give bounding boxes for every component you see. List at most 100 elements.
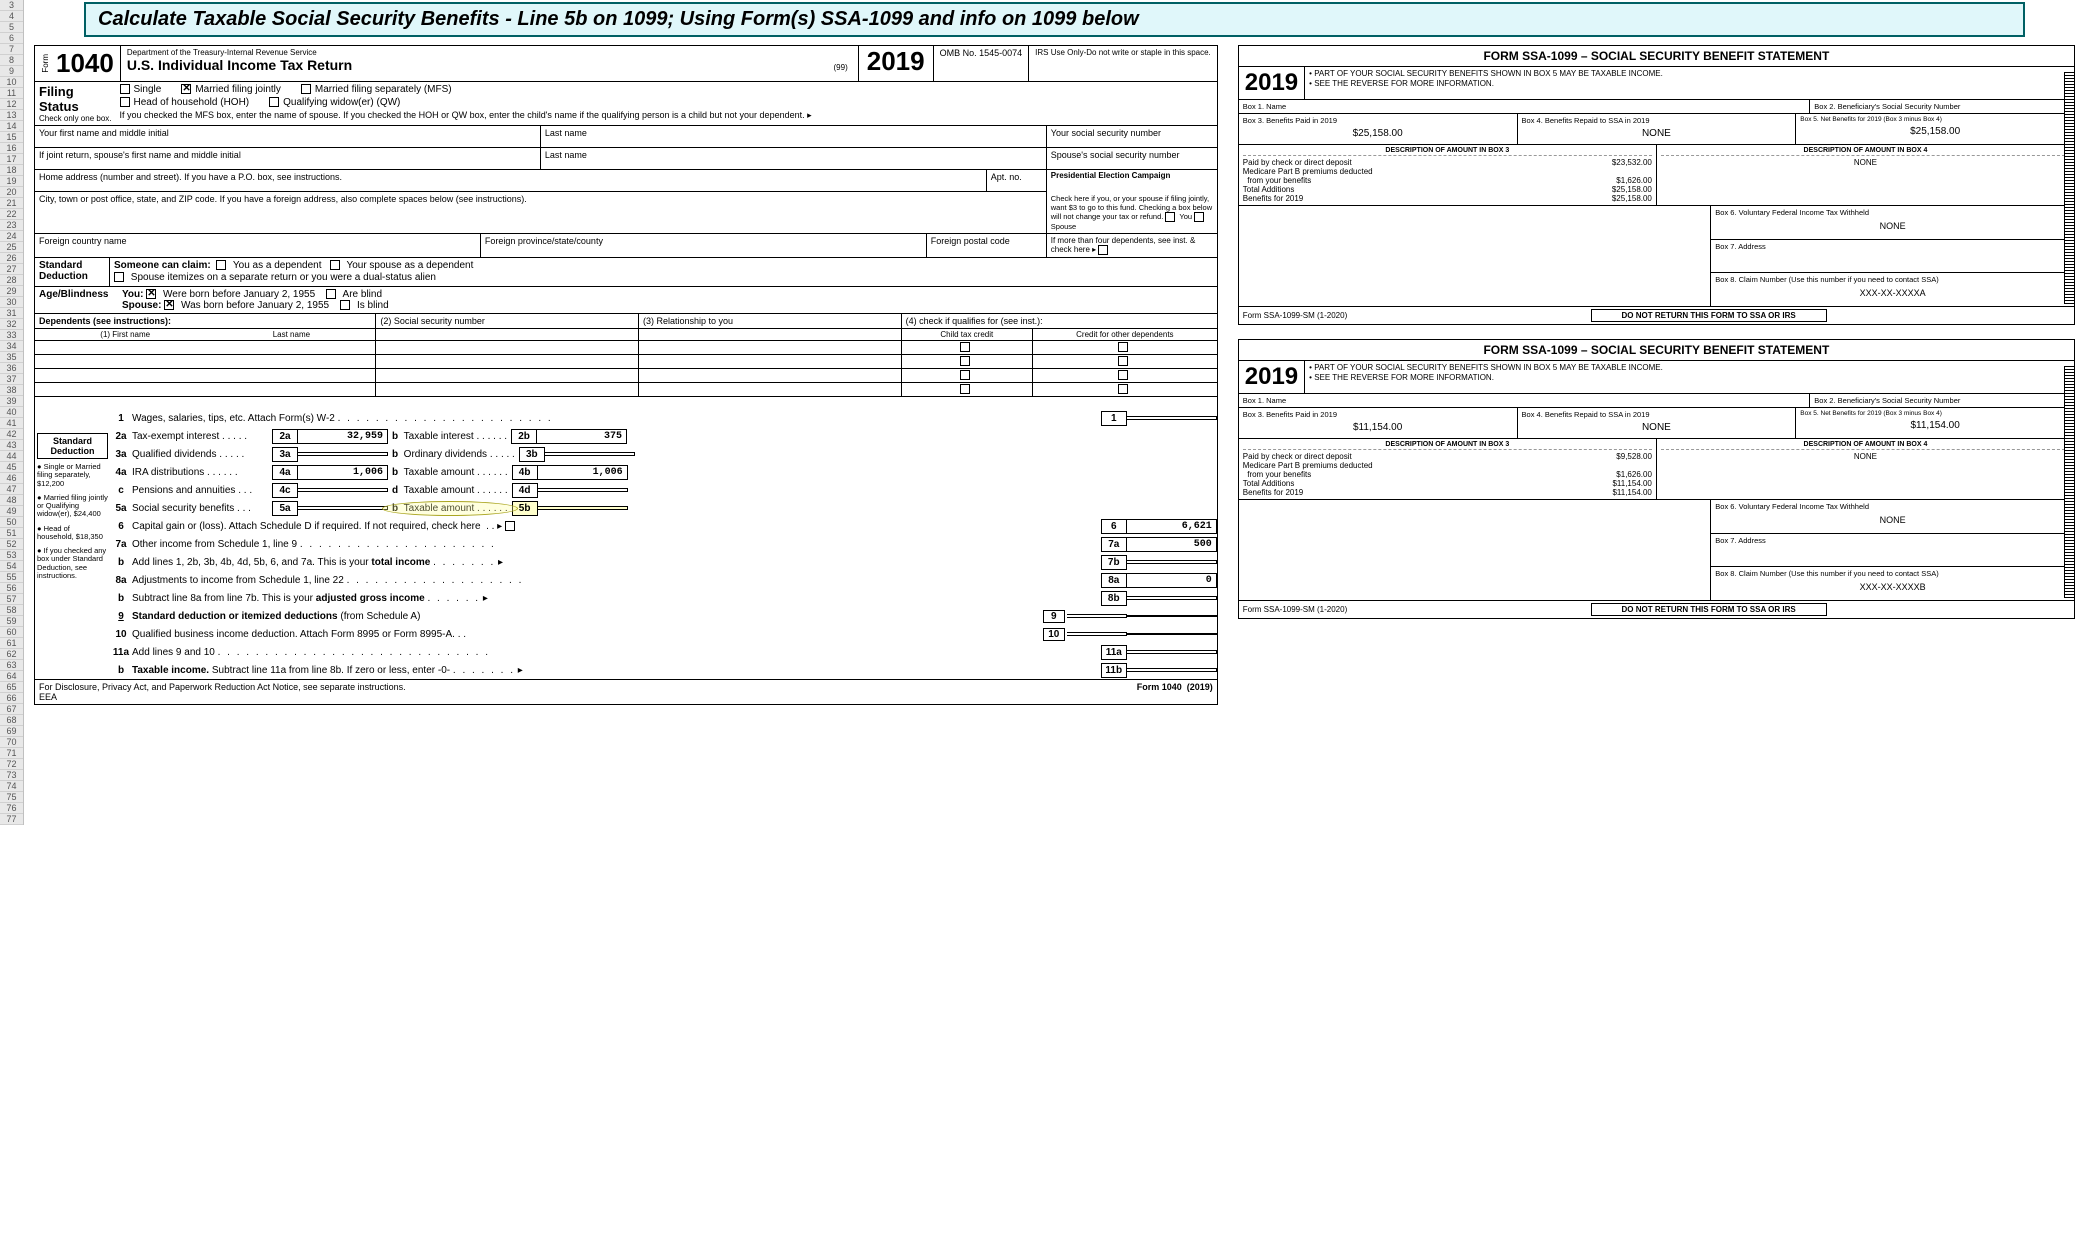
age-blind-label: Age/Blindness (39, 289, 114, 311)
line-7a-val[interactable]: 500 (1127, 537, 1217, 552)
filing-label-1: Filing (39, 84, 94, 99)
ssa2-box4-val: NONE (1522, 419, 1792, 436)
chk-pres-spouse[interactable] (1194, 212, 1204, 222)
chk-you-blind[interactable] (326, 289, 336, 299)
line-4a-val[interactable]: 1,006 (298, 465, 388, 480)
dep-row-1[interactable] (35, 341, 1217, 355)
presidential-campaign: Presidential Election Campaign (1047, 170, 1217, 192)
pres-body: Check here if you, or your spouse if fil… (1047, 192, 1217, 234)
dep-header: Dependents (see instructions): (35, 314, 376, 328)
omb-number: OMB No. 1545-0074 (934, 46, 1030, 81)
your-first-name[interactable]: Your first name and middle initial (35, 126, 541, 148)
chk-mfj[interactable] (181, 84, 191, 94)
filing-note: If you checked the MFS box, enter the na… (120, 110, 1213, 121)
page-title: Calculate Taxable Social Security Benefi… (98, 8, 2011, 31)
tax-year: 2019 (859, 46, 934, 81)
irs-use-only: IRS Use Only-Do not write or staple in t… (1029, 46, 1217, 81)
ssa2-box5-val: $11,154.00 (1800, 417, 2070, 434)
line-5b-val[interactable] (538, 506, 628, 510)
ssa1-year: 2019 (1239, 67, 1305, 99)
line-4d-val[interactable] (538, 488, 628, 492)
dept-text: Department of the Treasury-Internal Reve… (127, 48, 852, 57)
barcode (2064, 72, 2074, 304)
chk-mfs[interactable] (301, 84, 311, 94)
std-ded-sidebar: Standard Deduction Single or Married fil… (35, 409, 110, 679)
line-3a-val[interactable] (298, 452, 388, 456)
apt-no[interactable]: Apt. no. (987, 170, 1047, 192)
chk-sp-blind[interactable] (340, 300, 350, 310)
ssa2-box6-val: NONE (1715, 511, 2070, 525)
chk-you-dep[interactable] (216, 260, 226, 270)
dep-row-2[interactable] (35, 355, 1217, 369)
your-last-name[interactable]: Last name (541, 126, 1047, 148)
line-9-val[interactable] (1067, 614, 1127, 618)
form-1040: Form 1040 Department of the Treasury-Int… (34, 45, 1218, 705)
chk-single[interactable] (120, 84, 130, 94)
line-8a-val[interactable]: 0 (1127, 573, 1217, 588)
form-number: 1040 (56, 48, 114, 79)
ssa2-box8-val: XXX-XX-XXXXB (1715, 578, 2070, 592)
chk-hoh[interactable] (120, 97, 130, 107)
line-1-num: 1 (1101, 411, 1127, 426)
chk-sched-d[interactable] (505, 521, 515, 531)
main-content: Calculate Taxable Social Security Benefi… (24, 0, 2085, 825)
line-6-val[interactable]: 6,621 (1127, 519, 1217, 534)
dep-row-3[interactable] (35, 369, 1217, 383)
city-state-zip[interactable]: City, town or post office, state, and ZI… (35, 192, 1047, 234)
home-address[interactable]: Home address (number and street). If you… (35, 170, 987, 192)
chk-sp-dep[interactable] (330, 260, 340, 270)
ssa2-year: 2019 (1239, 361, 1305, 393)
chk-you-born[interactable] (146, 289, 156, 299)
ssa1-box3-val: $25,158.00 (1243, 125, 1513, 142)
line-7b-val[interactable] (1127, 560, 1217, 564)
form-footer-right: Form 1040 (2019) (1137, 682, 1213, 702)
line-1-val[interactable] (1127, 416, 1217, 420)
line-11a-val[interactable] (1127, 650, 1217, 654)
chk-sp-born[interactable] (164, 300, 174, 310)
foreign-country[interactable]: Foreign country name (35, 234, 481, 258)
ssa1-title: FORM SSA-1099 – SOCIAL SECURITY BENEFIT … (1239, 46, 2074, 66)
foreign-postal[interactable]: Foreign postal code (927, 234, 1047, 258)
line-3b-val[interactable] (545, 452, 635, 456)
ssa1-box5-val: $25,158.00 (1800, 123, 2070, 140)
line-8b-val[interactable] (1127, 596, 1217, 600)
ssa1-box8-val: XXX-XX-XXXXA (1715, 284, 2070, 298)
chk-more-deps[interactable] (1098, 245, 1108, 255)
line-5a-val[interactable] (298, 506, 388, 510)
chk-itemize[interactable] (114, 272, 124, 282)
line-2b-val[interactable]: 375 (537, 429, 627, 444)
check-one-note: Check only one box. (39, 114, 112, 123)
dep-row-4[interactable] (35, 383, 1217, 397)
line-11b-val[interactable] (1127, 668, 1217, 672)
chk-qw[interactable] (269, 97, 279, 107)
title-bar: Calculate Taxable Social Security Benefi… (84, 2, 2025, 37)
line-2a-val[interactable]: 32,959 (298, 429, 388, 444)
dep-c2: (2) Social security number (376, 314, 639, 328)
code-99: (99) (830, 63, 852, 72)
line-4c-val[interactable] (298, 488, 388, 492)
spreadsheet-row-headers: 3456789101112131415161718192021222324252… (0, 0, 24, 825)
std-ded-label: StandardDeduction (35, 258, 110, 286)
ssa1-box6-val: NONE (1715, 217, 2070, 231)
more-dependents: If more than four dependents, see inst. … (1047, 234, 1217, 258)
dep-c3: (3) Relationship to you (639, 314, 902, 328)
spouse-ssn[interactable]: Spouse's social security number (1047, 148, 1217, 170)
ssa-1099-form-2: FORM SSA-1099 – SOCIAL SECURITY BENEFIT … (1238, 339, 2075, 619)
barcode (2064, 366, 2074, 598)
ssa2-box3-val: $11,154.00 (1243, 419, 1513, 436)
your-ssn[interactable]: Your social security number (1047, 126, 1217, 148)
filing-label-2: Status (39, 99, 94, 114)
spouse-last-name[interactable]: Last name (541, 148, 1047, 170)
foreign-province[interactable]: Foreign province/state/county (481, 234, 927, 258)
form-label: Form (41, 54, 50, 73)
ssa2-title: FORM SSA-1099 – SOCIAL SECURITY BENEFIT … (1239, 340, 2074, 360)
chk-pres-you[interactable] (1165, 212, 1175, 222)
dep-c4: (4) check if qualifies for (see inst.): (902, 314, 1217, 328)
ssa1-box4-val: NONE (1522, 125, 1792, 142)
line-10-val[interactable] (1067, 632, 1127, 636)
ssa-1099-form-1: FORM SSA-1099 – SOCIAL SECURITY BENEFIT … (1238, 45, 2075, 325)
line-4b-val[interactable]: 1,006 (538, 465, 628, 480)
spouse-first-name[interactable]: If joint return, spouse's first name and… (35, 148, 541, 170)
form-title: U.S. Individual Income Tax Return (127, 57, 352, 73)
disclosure-note: For Disclosure, Privacy Act, and Paperwo… (39, 682, 406, 692)
